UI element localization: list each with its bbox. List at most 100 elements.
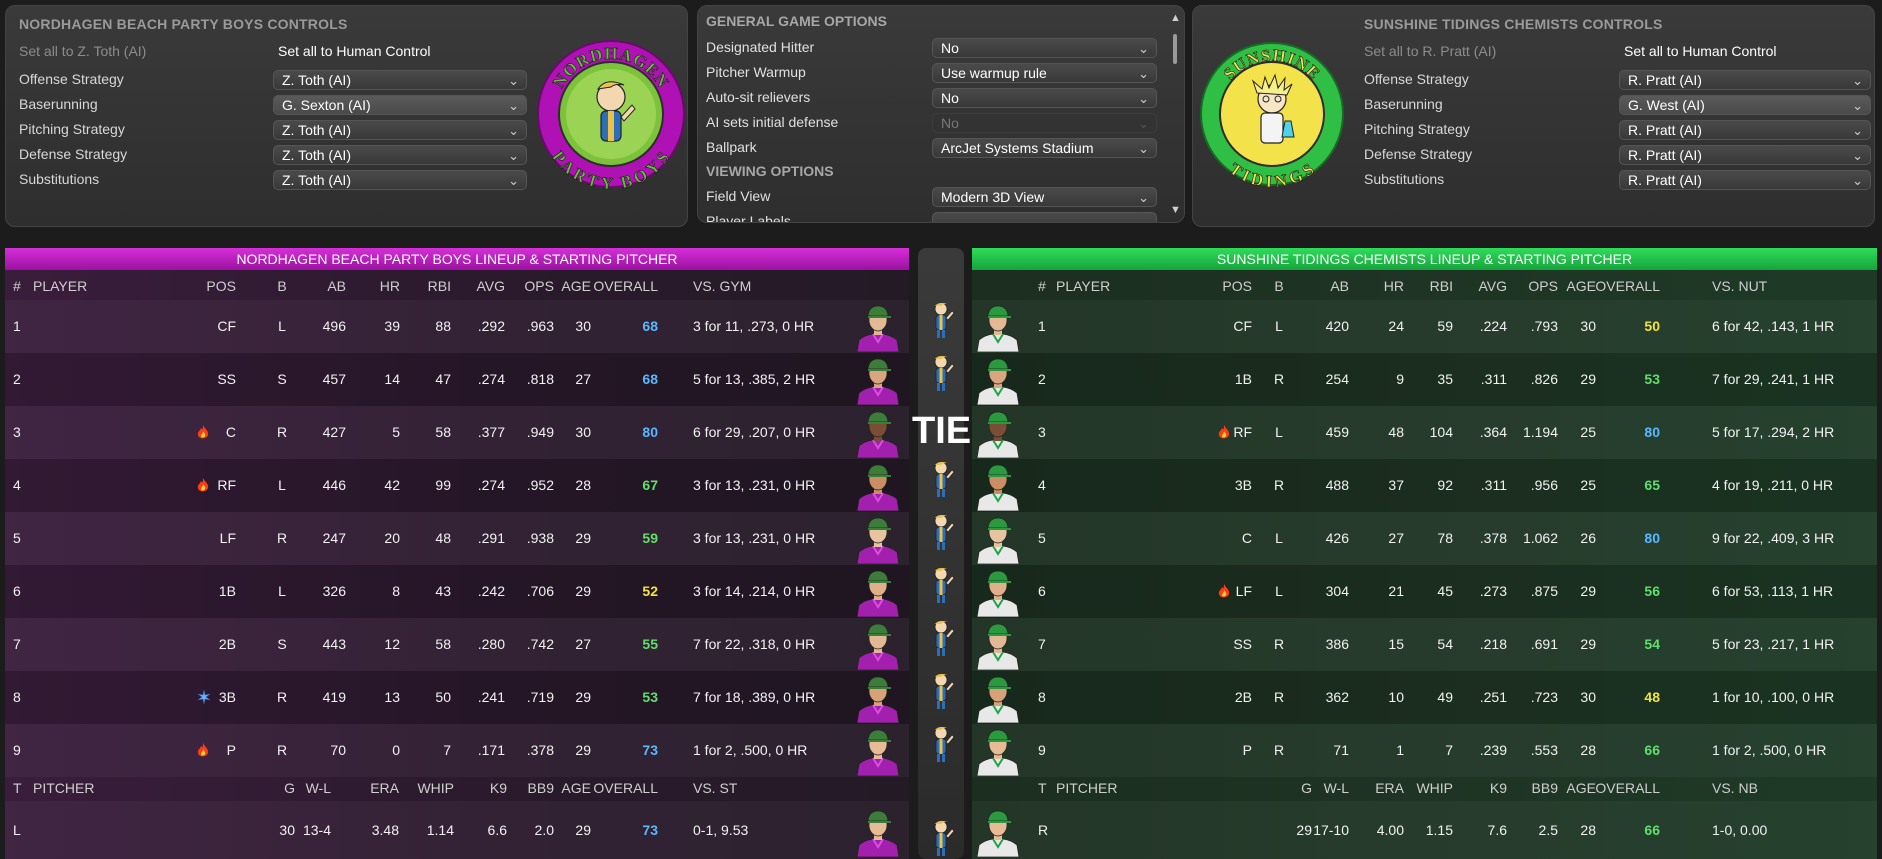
pitcher-header-overall: OVERALL <box>593 780 658 796</box>
table-row[interactable]: 4 RF L 446 42 99 .274 .952 28 67 3 for 13, .231, 0… <box>5 459 909 512</box>
left_controls-substitutions-select[interactable]: Z. Toth (AI) ⌄ <box>273 170 527 190</box>
table-row[interactable]: 2 SS S 457 14 47.274.818 27 68 5 for 13, .385, 2… <box>5 353 909 406</box>
cell-b: R <box>1273 636 1285 652</box>
left_controls-baserunning-label: Baserunning <box>19 96 98 112</box>
right_controls-baserunning-select[interactable]: G. West (AI) ⌄ <box>1619 95 1871 115</box>
cell-ops: .723 <box>1530 689 1558 705</box>
table-row[interactable]: 7 SS R 386 15 54 .218 .691 29 54 5 for 23, .217, 1… <box>972 618 1877 671</box>
cell-age: 25 <box>1580 424 1596 440</box>
player-portrait <box>855 514 901 564</box>
left_controls-pitching-strategy-select[interactable]: Z. Toth (AI) ⌄ <box>273 120 527 140</box>
cell-ab: 459 <box>1325 424 1349 440</box>
cell-rbi: 45 <box>1437 583 1453 599</box>
option-ballpark-select[interactable]: ArcJet Systems Stadium ⌄ <box>932 138 1157 158</box>
option-auto-sit-relievers-select[interactable]: No ⌄ <box>932 88 1157 108</box>
cell-b: L <box>278 318 286 334</box>
cell-hr: 14 <box>384 371 400 387</box>
table-row[interactable]: 1 CF L 496 39 88 .292 .963 30 68 3 for 11, .273, 0… <box>5 300 909 353</box>
left_controls-substitutions-label: Substitutions <box>19 171 100 187</box>
table-row[interactable]: 9 P R 71 1 7 .239 .553 28 66 1 for 2, .500, 0 HR <box>972 724 1877 777</box>
table-row[interactable]: 3 C R 427 5 58 .377 .949 30 80 6 for 29, .207, 0 H… <box>5 406 909 459</box>
option-player-labels-select[interactable]: ⌄ <box>932 212 1157 222</box>
select-value: Z. Toth (AI) <box>282 172 351 188</box>
cell-age: 30 <box>575 318 591 334</box>
pitcher-row[interactable]: L 30 13-4 3.48 1.14 6.6 2.0 29 73 0-1, 9.53 <box>5 801 909 859</box>
table-row[interactable]: 7 2B S 443 12 58 .280 .742 27 55 7 for 22, .318, 0… <box>5 618 909 671</box>
option-pitcher-warmup-select[interactable]: Use warmup rule ⌄ <box>932 63 1157 83</box>
cell-b: R <box>1273 742 1285 758</box>
cell-ab: 386 <box>1325 636 1349 652</box>
cell-overall: 80 <box>1644 424 1660 440</box>
table-row[interactable]: 3 RF L 459 48 104 .364 1.194 25 80 5 for 17, .294,… <box>972 406 1877 459</box>
right_controls-pitching-strategy-select[interactable]: R. Pratt (AI) ⌄ <box>1619 120 1871 140</box>
right-lineup-title: SUNSHINE TIDINGS CHEMISTS LINEUP & START… <box>972 248 1877 270</box>
cell-ab: 326 <box>322 583 346 599</box>
select-value: Use warmup rule <box>941 65 1047 81</box>
cell-ab: 419 <box>322 689 346 705</box>
cell-ops: .378 <box>526 742 554 758</box>
table-row[interactable]: 8 3B R 419 13 50 .241 .719 29 53 7 for 18, .389, 0… <box>5 671 909 724</box>
right-set-all-human[interactable]: Set all to Human Control <box>1624 43 1777 59</box>
scroll-down-icon[interactable]: ▼ <box>1170 204 1181 216</box>
cell-avg: .274 <box>477 371 505 387</box>
pitcher-header-era: ERA <box>1375 780 1404 796</box>
cell-overall: 53 <box>1644 371 1660 387</box>
pitcher-portrait <box>855 807 901 857</box>
left_controls-defense-strategy-select[interactable]: Z. Toth (AI) ⌄ <box>273 145 527 165</box>
table-row[interactable]: 9 P R 70 0 7 .171 .378 29 73 1 for 2, .500, 0 HR <box>5 724 909 777</box>
right-set-all-ai[interactable]: Set all to R. Pratt (AI) <box>1364 43 1497 59</box>
pitcher-cell-bb9: 2.0 <box>534 822 554 838</box>
cell-ops: .952 <box>526 477 554 493</box>
table-row[interactable]: 6 LF L 304 21 45 .273 .875 29 56 6 for 53, .113, 1… <box>972 565 1877 618</box>
hot-streak-icon <box>197 743 209 757</box>
option-field-view-select[interactable]: Modern 3D View ⌄ <box>932 187 1157 207</box>
left-set-all-human[interactable]: Set all to Human Control <box>278 43 431 59</box>
column-header-ab: AB <box>327 278 346 294</box>
cell-hr: 13 <box>384 689 400 705</box>
cell-hr: 20 <box>384 530 400 546</box>
table-row[interactable]: 4 3B R 488 37 92 .311 .956 25 65 4 for 19, .211, 0… <box>972 459 1877 512</box>
chevron-down-icon: ⌄ <box>508 73 519 88</box>
table-row[interactable]: 1 CF L 420 24 59 .224 .793 30 50 6 for 42, .143, 1… <box>972 300 1877 353</box>
right_controls-offense-strategy-select[interactable]: R. Pratt (AI) ⌄ <box>1619 70 1871 90</box>
cell-vs: 5 for 17, .294, 2 HR <box>1712 424 1835 440</box>
cell-vs: 3 for 13, .231, 0 HR <box>693 530 816 546</box>
table-row[interactable]: 8 2B R 362 10 49 .251 .723 30 48 1 for 10, .100, 0… <box>972 671 1877 724</box>
cell-ops: .742 <box>526 636 554 652</box>
option-designated-hitter-select[interactable]: No ⌄ <box>932 38 1157 58</box>
column-header-overall: OVERALL <box>1595 278 1660 294</box>
left_controls-offense-strategy-select[interactable]: Z. Toth (AI) ⌄ <box>273 70 527 90</box>
player-portrait <box>855 302 901 352</box>
column-header-age: AGE <box>561 278 591 294</box>
cell-pos: LF <box>219 530 236 546</box>
table-row[interactable]: 5 LF R 247 20 48 .291 .938 29 59 3 for 13, .231, 0… <box>5 512 909 565</box>
cell-ops: 1.194 <box>1522 424 1558 440</box>
pitcher-row[interactable]: R 29 17-10 4.00 1.15 7.6 2.5 28 66 1-0, 0.00 <box>972 801 1877 859</box>
cell-vs: 9 for 22, .409, 3 HR <box>1712 530 1835 546</box>
table-row[interactable]: 6 1B L 326 8 43 .242 .706 29 52 3 for 14, .214, 0 … <box>5 565 909 618</box>
viewing-options-title: VIEWING OPTIONS <box>706 163 834 179</box>
scroll-thumb[interactable] <box>1173 34 1177 64</box>
table-row[interactable]: 2 1B R 254 9 35 .311 .826 29 53 7 for 29, .241, 1 … <box>972 353 1877 406</box>
matchup-indicator-icon <box>927 353 955 393</box>
left_controls-baserunning-select[interactable]: G. Sexton (AI) ⌄ <box>273 95 527 115</box>
option-player-labels-label: Player Labels <box>706 213 791 223</box>
cell-num: 8 <box>1038 689 1046 705</box>
table-row[interactable]: 5 C L 426 27 78 .378 1.062 26 80 9 for 22, .409, 3… <box>972 512 1877 565</box>
options-scrollbar[interactable]: ▲ ▼ <box>1169 12 1181 218</box>
player-portrait <box>975 673 1021 723</box>
left-set-all-ai[interactable]: Set all to Z. Toth (AI) <box>19 43 147 59</box>
cell-overall: 80 <box>1644 530 1660 546</box>
cell-ab: 496 <box>322 318 346 334</box>
cell-num: 6 <box>1038 583 1046 599</box>
cell-pos: 3B <box>218 689 236 705</box>
right_controls-defense-strategy-select[interactable]: R. Pratt (AI) ⌄ <box>1619 145 1871 165</box>
player-portrait <box>855 461 901 511</box>
cell-num: 1 <box>1038 318 1046 334</box>
right_controls-substitutions-select[interactable]: R. Pratt (AI) ⌄ <box>1619 170 1871 190</box>
cell-vs: 7 for 29, .241, 1 HR <box>1712 371 1835 387</box>
left-lineup-panel: NORDHAGEN BEACH PARTY BOYS LINEUP & STAR… <box>5 248 909 859</box>
select-value: ArcJet Systems Stadium <box>941 140 1094 156</box>
scroll-up-icon[interactable]: ▲ <box>1170 12 1181 24</box>
hot-streak-icon <box>1218 425 1230 439</box>
